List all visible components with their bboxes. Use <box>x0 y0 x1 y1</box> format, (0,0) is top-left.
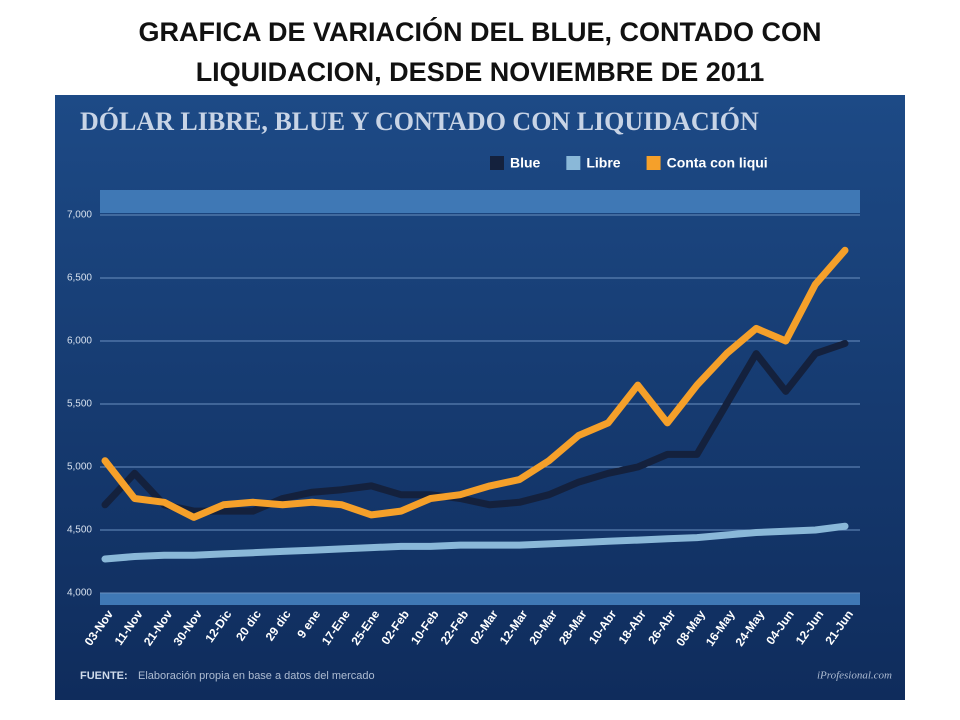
source-label: FUENTE: <box>80 670 128 682</box>
y-tick-label: 5,000 <box>67 462 92 473</box>
y-tick-label: 5,500 <box>67 399 92 410</box>
legend-label: Blue <box>510 155 541 171</box>
y-tick-label: 7,000 <box>67 210 92 221</box>
credit: iProfesional.com <box>817 670 892 682</box>
line-series <box>101 522 849 563</box>
chart-background <box>55 95 905 700</box>
slide-title: GRAFICA DE VARIACIÓN DEL BLUE, CONTADO C… <box>0 12 960 92</box>
y-tick-label: 6,500 <box>67 273 92 284</box>
y-tick-label: 4,000 <box>67 588 92 599</box>
legend-label: Conta con liqui <box>667 155 768 171</box>
legend-label: Libre <box>586 155 620 171</box>
legend-swatch <box>490 156 504 170</box>
legend-swatch <box>646 156 661 170</box>
y-tick-label: 4,500 <box>67 525 92 536</box>
y-tick-label: 6,000 <box>67 336 92 347</box>
line-series <box>101 246 849 521</box>
legend-swatch <box>566 156 581 170</box>
slide-title-line: GRAFICA DE VARIACIÓN DEL BLUE, CONTADO C… <box>138 17 822 47</box>
band <box>100 593 860 605</box>
chart-title: DÓLAR LIBRE, BLUE Y CONTADO CON LIQUIDAC… <box>80 107 759 136</box>
band <box>100 190 860 213</box>
line-series <box>101 340 849 515</box>
source: Elaboración propia en base a datos del m… <box>138 670 375 682</box>
slide-title-line: LIQUIDACION, DESDE NOVIEMBRE DE 2011 <box>195 57 765 87</box>
